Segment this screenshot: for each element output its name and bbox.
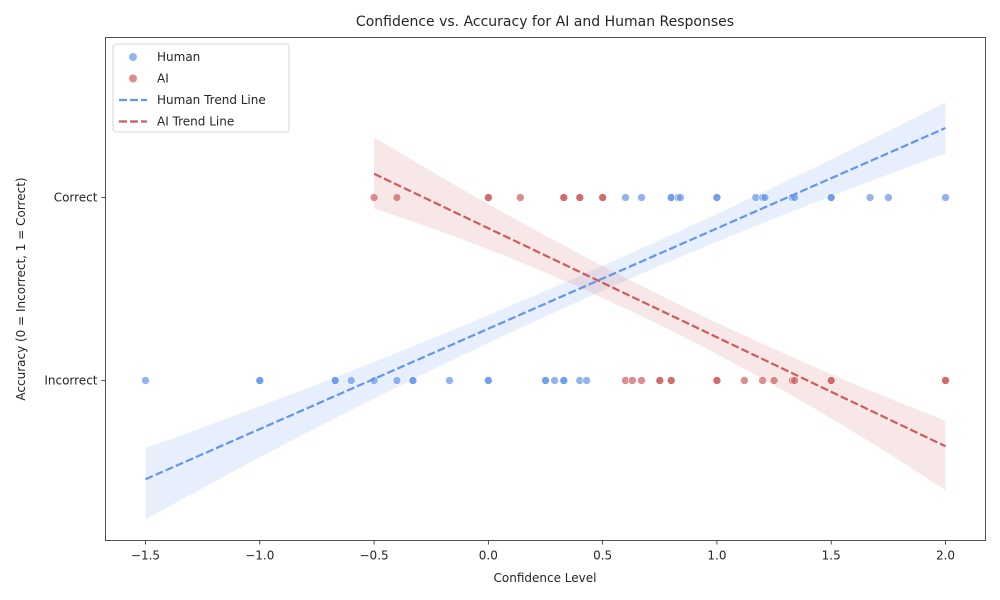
point-ai [712, 376, 722, 385]
plot-frame [105, 37, 986, 541]
point-human [141, 376, 150, 385]
point-human [484, 376, 493, 385]
point-human [760, 193, 770, 202]
point-human [637, 193, 646, 202]
point-ai [598, 193, 607, 202]
point-human [826, 193, 836, 202]
point-human [941, 193, 950, 202]
point-human [445, 376, 454, 385]
legend-frame [112, 43, 290, 133]
point-human [392, 376, 402, 385]
confidence-band-ai [374, 137, 946, 491]
point-human [676, 193, 685, 202]
legend-label-human-trend-line: Human Trend Line [157, 93, 266, 107]
trend-line-ai [373, 172, 946, 448]
point-human [255, 376, 265, 385]
point-human [346, 376, 356, 385]
point-ai [369, 193, 379, 202]
legend-label-ai: AI [157, 72, 169, 86]
x-tick-label: 1.5 [822, 549, 841, 563]
x-tick-label: 0.0 [479, 549, 498, 563]
point-ai [758, 376, 767, 385]
point-ai [655, 376, 665, 385]
x-tick-label: −0.5 [360, 549, 389, 563]
point-human [712, 193, 722, 202]
point-ai [826, 376, 836, 385]
point-human [408, 376, 418, 385]
point-ai [484, 193, 493, 202]
point-human [550, 376, 559, 385]
point-ai [666, 376, 676, 385]
point-human [884, 193, 893, 202]
trend-lines [145, 127, 946, 481]
x-tick-label: 0.5 [593, 549, 612, 563]
y-tick-label: Incorrect [44, 373, 97, 387]
point-human [582, 376, 591, 385]
x-tick-label: −1.0 [245, 549, 274, 563]
x-axis-title: Confidence Level [494, 571, 597, 585]
x-tick-label: 2.0 [936, 549, 955, 563]
point-ai [790, 376, 799, 385]
trend-line-human [145, 127, 946, 481]
x-axis: −1.5 −1.0 −0.5 0.0 0.5 1.0 1.5 2.0 [131, 540, 955, 563]
scatter-points [141, 193, 950, 385]
point-human [541, 376, 550, 385]
legend: Human AI Human Trend Line AI Trend Line [112, 43, 290, 133]
confidence-band-human [145, 102, 946, 520]
point-human [621, 193, 630, 202]
point-ai [941, 376, 950, 385]
point-ai [637, 376, 646, 385]
legend-marker-human [129, 53, 137, 61]
point-human [559, 376, 569, 385]
legend-label-human: Human [157, 50, 200, 64]
point-ai [740, 376, 749, 385]
point-ai [516, 193, 525, 202]
y-axis: Incorrect Correct [44, 191, 106, 387]
point-ai [559, 193, 569, 202]
point-ai [769, 376, 779, 385]
chart-title: Confidence vs. Accuracy for AI and Human… [356, 14, 734, 30]
confidence-bands [145, 102, 946, 520]
legend-label-ai-trend-line: AI Trend Line [157, 115, 234, 129]
point-human [865, 193, 875, 202]
point-ai [392, 193, 402, 202]
x-tick-label: 1.0 [707, 549, 726, 563]
y-tick-label: Correct [54, 191, 98, 205]
x-tick-label: −1.5 [131, 549, 160, 563]
point-ai [575, 193, 585, 202]
point-ai [628, 376, 637, 385]
legend-marker-ai [129, 74, 137, 83]
y-axis-title: Accuracy (0 = Incorrect, 1 = Correct) [14, 177, 28, 400]
point-human [330, 376, 340, 385]
